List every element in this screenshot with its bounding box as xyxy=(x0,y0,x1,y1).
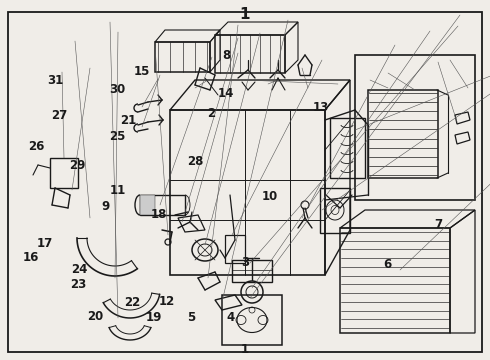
Text: 22: 22 xyxy=(124,296,141,309)
Bar xyxy=(368,90,438,178)
Text: 5: 5 xyxy=(187,311,195,324)
Text: 10: 10 xyxy=(261,190,278,203)
Bar xyxy=(215,35,285,73)
Text: 7: 7 xyxy=(435,219,442,231)
Text: 25: 25 xyxy=(109,130,126,143)
Bar xyxy=(340,228,450,333)
Text: 23: 23 xyxy=(70,278,87,291)
Text: 8: 8 xyxy=(222,49,230,62)
Text: 2: 2 xyxy=(208,107,216,120)
Text: 29: 29 xyxy=(69,159,86,172)
Bar xyxy=(155,42,210,72)
Text: 12: 12 xyxy=(158,295,175,308)
Polygon shape xyxy=(140,195,155,215)
Text: 20: 20 xyxy=(87,310,104,323)
Text: 14: 14 xyxy=(217,87,234,100)
Text: 3: 3 xyxy=(241,256,249,269)
Bar xyxy=(222,295,282,345)
Text: 4: 4 xyxy=(226,311,234,324)
Bar xyxy=(355,55,475,200)
Text: 27: 27 xyxy=(50,109,67,122)
Text: 28: 28 xyxy=(187,155,203,168)
Text: 21: 21 xyxy=(120,114,137,127)
Text: 9: 9 xyxy=(101,201,109,213)
Text: 17: 17 xyxy=(37,237,53,249)
Text: 26: 26 xyxy=(28,140,45,153)
Text: 15: 15 xyxy=(134,65,150,78)
Text: 11: 11 xyxy=(109,184,126,197)
Text: 30: 30 xyxy=(109,83,126,96)
Bar xyxy=(50,158,78,188)
Text: 31: 31 xyxy=(47,75,63,87)
Text: 1: 1 xyxy=(240,7,250,22)
Bar xyxy=(225,235,245,263)
Text: 13: 13 xyxy=(313,101,329,114)
Text: 24: 24 xyxy=(71,263,88,276)
Text: 16: 16 xyxy=(22,251,39,264)
Bar xyxy=(320,188,350,233)
Text: 18: 18 xyxy=(151,208,168,221)
Bar xyxy=(232,260,272,282)
Text: 19: 19 xyxy=(146,311,163,324)
Bar xyxy=(330,118,365,178)
Bar xyxy=(170,110,325,275)
Text: 6: 6 xyxy=(383,258,391,271)
Text: 1: 1 xyxy=(241,343,249,356)
